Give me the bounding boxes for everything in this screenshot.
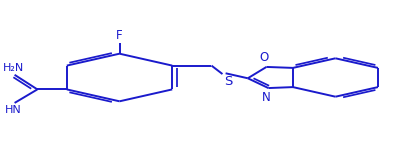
Text: H₂N: H₂N [3, 63, 24, 73]
Text: N: N [262, 91, 271, 104]
Text: O: O [260, 51, 269, 64]
Text: HN: HN [5, 105, 22, 115]
Text: F: F [116, 29, 123, 42]
Text: S: S [224, 75, 232, 88]
